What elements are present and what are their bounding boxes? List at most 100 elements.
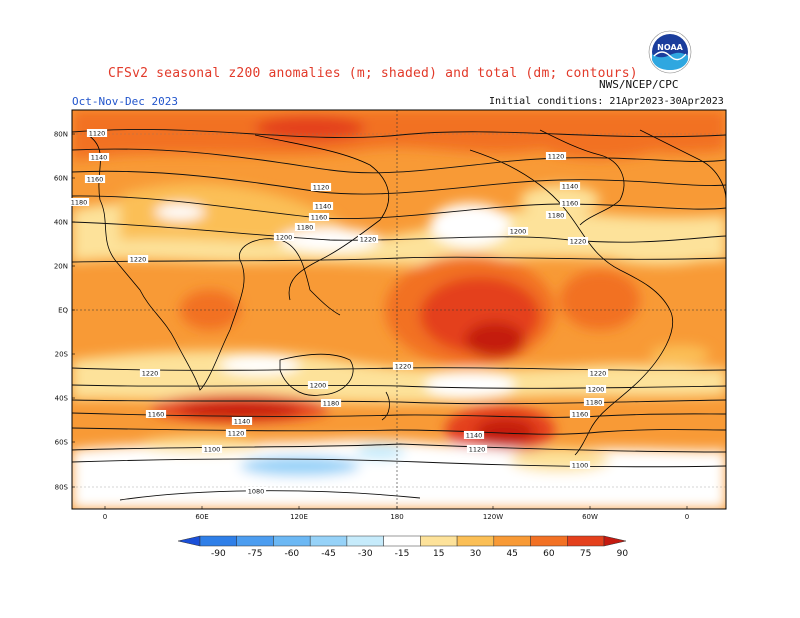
contour-label: 1120 <box>228 430 245 438</box>
agency-label: NWS/NCEP/CPC <box>599 78 679 91</box>
contour-label: 1120 <box>313 184 330 192</box>
contour-label: 1200 <box>510 228 527 236</box>
contour-label: 1220 <box>570 238 587 246</box>
colorbar-swatch <box>456 535 495 547</box>
contour-labels: 1120 1140 1160 1180 1120 1140 1160 1180 1200 1220… <box>68 129 609 496</box>
colorbar-label: 90 <box>617 549 629 559</box>
contour-label: 1180 <box>548 212 565 220</box>
contour-label-bg <box>559 199 581 207</box>
contour-label-bg <box>308 213 330 221</box>
contour-label: 1160 <box>148 411 165 419</box>
colorbar-label: -30 <box>358 549 373 559</box>
contour-label-bg <box>545 152 567 160</box>
noaa-logo-text: NOAA <box>657 43 683 52</box>
forecast-period: Oct-Nov-Dec 2023 <box>72 95 178 108</box>
contour-label: 1220 <box>395 363 412 371</box>
colorbar-swatch <box>383 535 421 547</box>
lon-label: 120W <box>483 513 503 521</box>
colorbar-swatch <box>346 535 384 547</box>
contour-label-bg <box>392 362 414 370</box>
lon-label: 180 <box>390 513 403 521</box>
contour-label: 1140 <box>562 183 579 191</box>
colorbar-swatch <box>493 535 531 547</box>
colorbar-swatch <box>420 535 458 547</box>
contour-label-bg <box>145 410 167 418</box>
lon-label: 0 <box>103 513 107 521</box>
colorbar-swatch <box>567 535 605 547</box>
colorbar-label: -60 <box>284 549 299 559</box>
contour-label-bg <box>127 255 149 263</box>
contour-label-bg <box>307 381 329 389</box>
contour-label: 1220 <box>360 236 377 244</box>
contour-label: 1140 <box>315 203 332 211</box>
colorbar-swatch <box>309 535 348 547</box>
colorbar-label: 30 <box>470 549 482 559</box>
graticule <box>72 110 726 509</box>
contour-label-bg <box>569 410 591 418</box>
contour-label-bg <box>139 369 161 377</box>
colorbar-label: 15 <box>433 549 444 559</box>
contour-label: 1080 <box>248 488 265 496</box>
lon-label: 60W <box>582 513 598 521</box>
anomaly-shading <box>72 110 726 509</box>
colorbar-label: 60 <box>543 549 555 559</box>
contour-label: 1100 <box>572 462 589 470</box>
contour-label: 1100 <box>204 446 221 454</box>
contour-label: 1180 <box>71 199 88 207</box>
contour-label-bg <box>84 175 106 183</box>
lon-label: 120E <box>290 513 308 521</box>
lat-label: 80S <box>55 484 69 492</box>
contour-label: 1120 <box>469 446 486 454</box>
contour-label: 1220 <box>142 370 159 378</box>
colorbar-label: -75 <box>248 549 263 559</box>
contour-label-bg <box>68 198 90 206</box>
contour-label-bg <box>86 129 108 137</box>
contour-label: 1160 <box>87 176 104 184</box>
contour-label: 1200 <box>588 386 605 394</box>
contour-label-bg <box>201 445 223 453</box>
lat-label: 20S <box>55 351 69 359</box>
lat-label: 60S <box>55 439 69 447</box>
contour-label-bg <box>231 417 253 425</box>
contour-label-bg <box>569 461 591 469</box>
contour-label-bg <box>583 398 605 406</box>
contour-label: 1160 <box>311 214 328 222</box>
contour-label-bg <box>294 223 316 231</box>
contour-label: 1200 <box>310 382 327 390</box>
contour-label-bg <box>559 182 581 190</box>
contour-label: 1140 <box>91 154 108 162</box>
contour-label-bg <box>320 399 342 407</box>
contour-label: 1120 <box>89 130 106 138</box>
colorbar-swatch <box>199 535 237 547</box>
contour-label: 1220 <box>130 256 147 264</box>
contour-label: 1180 <box>323 400 340 408</box>
colorbar-label: -45 <box>321 549 336 559</box>
colorbar-swatch <box>273 535 311 547</box>
contour-label: 1140 <box>466 432 483 440</box>
contour-label-bg <box>312 202 334 210</box>
contour-label: 1200 <box>276 234 293 242</box>
colorbar-swatch <box>236 535 274 547</box>
contour-label-bg <box>273 233 295 241</box>
lat-label: 40N <box>54 219 68 227</box>
contour-label-bg <box>357 235 379 243</box>
lon-label: 0 <box>685 513 689 521</box>
contour-label-bg <box>88 153 110 161</box>
contour-label-bg <box>310 183 332 191</box>
lat-label: 40S <box>55 395 69 403</box>
lat-label: EQ <box>58 307 68 315</box>
contour-label: 1120 <box>548 153 565 161</box>
noaa-logo-icon: NOAA <box>648 30 692 74</box>
coastlines <box>87 129 726 456</box>
colorbar-label: 75 <box>580 549 591 559</box>
contour-label-bg <box>567 237 589 245</box>
contour-label: 1180 <box>297 224 314 232</box>
colorbar-label: 45 <box>506 549 517 559</box>
lat-label: 80N <box>54 131 68 139</box>
contour-label-bg <box>585 385 607 393</box>
initial-conditions: Initial conditions: 21Apr2023-30Apr2023 <box>489 96 724 107</box>
map-frame <box>71 109 727 510</box>
contour-label-bg <box>463 431 485 439</box>
colorbar-swatch <box>530 535 568 547</box>
